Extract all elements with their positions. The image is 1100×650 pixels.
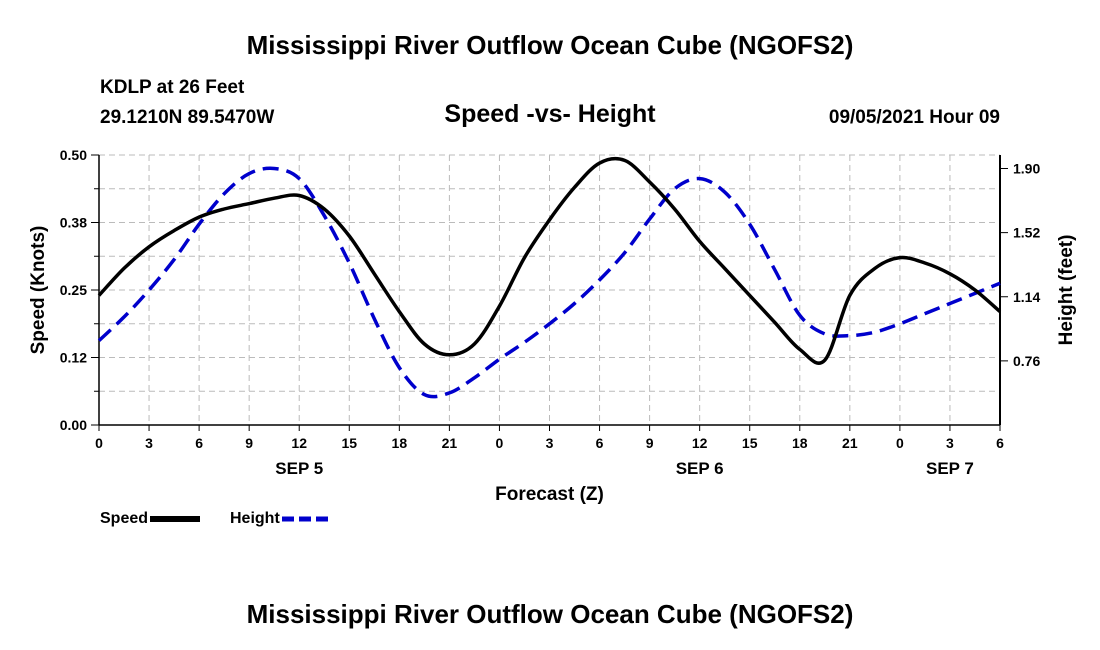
legend-height-swatch bbox=[281, 516, 332, 522]
series-speed-line bbox=[97, 156, 1002, 365]
x-tick-label: 15 bbox=[341, 435, 357, 451]
chart-title: Mississippi River Outflow Ocean Cube (NG… bbox=[246, 30, 854, 60]
station-label: KDLP at 26 Feet bbox=[100, 77, 245, 98]
x-tick-label: 0 bbox=[496, 435, 504, 451]
legend-speed: Speed bbox=[100, 510, 202, 528]
x-tick-label: 0 bbox=[896, 435, 904, 451]
legend-speed-label: Speed bbox=[100, 510, 149, 527]
legend-height: Height bbox=[230, 510, 334, 528]
y2-axis-title: Height (feet) bbox=[1056, 235, 1077, 346]
coordinates-label: 29.1210N 89.5470W bbox=[100, 107, 275, 128]
x-tick-label: 6 bbox=[596, 435, 604, 451]
y2-tick-label: 1.90 bbox=[1013, 161, 1040, 177]
x-tick-label: 9 bbox=[245, 435, 253, 451]
x-axis-title: Forecast (Z) bbox=[495, 484, 604, 505]
chart-subtitle: Speed -vs- Height bbox=[444, 100, 656, 128]
x-tick-label: 6 bbox=[996, 435, 1004, 451]
y-tick-label: 0.38 bbox=[60, 215, 87, 231]
y-tick-label: 0.25 bbox=[60, 282, 87, 298]
y-tick-label: 0.00 bbox=[60, 417, 87, 433]
x-tick-label: 9 bbox=[646, 435, 654, 451]
x-tick-label: 21 bbox=[442, 435, 458, 451]
y-axis-title: Speed (Knots) bbox=[28, 226, 49, 355]
legend-height-label: Height bbox=[230, 510, 280, 527]
y-tick-label: 0.50 bbox=[60, 147, 87, 163]
footer-title: Mississippi River Outflow Ocean Cube (NG… bbox=[246, 599, 854, 629]
day-label: SEP 6 bbox=[676, 459, 724, 478]
x-tick-label: 3 bbox=[145, 435, 153, 451]
y2-tick-label: 1.52 bbox=[1013, 225, 1040, 241]
y2-tick-label: 0.76 bbox=[1013, 353, 1040, 369]
x-tick-label: 0 bbox=[95, 435, 103, 451]
y-tick-label: 0.12 bbox=[60, 350, 87, 366]
x-tick-label: 18 bbox=[792, 435, 808, 451]
x-tick-label: 12 bbox=[692, 435, 708, 451]
day-label: SEP 5 bbox=[275, 459, 323, 478]
x-tick-label: 12 bbox=[291, 435, 307, 451]
day-label: SEP 7 bbox=[926, 459, 974, 478]
x-tick-label: 3 bbox=[946, 435, 954, 451]
legend-speed-swatch bbox=[150, 515, 201, 522]
y2-tick-label: 1.14 bbox=[1013, 289, 1040, 305]
forecast-datetime: 09/05/2021 Hour 09 bbox=[828, 107, 1000, 128]
x-tick-label: 18 bbox=[392, 435, 408, 451]
x-tick-label: 6 bbox=[195, 435, 203, 451]
series-height-line bbox=[97, 166, 1001, 399]
x-tick-label: 15 bbox=[742, 435, 758, 451]
x-tick-label: 21 bbox=[842, 435, 858, 451]
x-tick-label: 3 bbox=[546, 435, 554, 451]
